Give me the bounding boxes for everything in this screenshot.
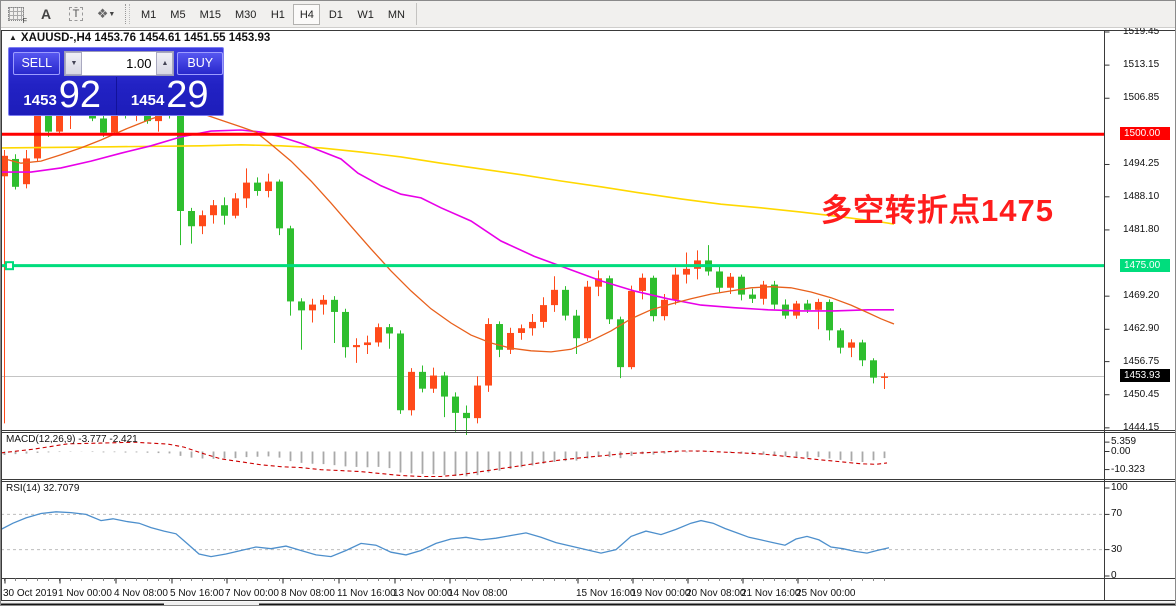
macd-indicator-label: MACD(12,26,9) -3.777 -2.421 [6, 434, 138, 445]
timeframe-h4[interactable]: H4 [293, 3, 321, 25]
volume-input[interactable] [82, 52, 157, 75]
collapse-icon[interactable]: ▲ [9, 33, 17, 42]
timeframe-m1[interactable]: M1 [141, 8, 157, 21]
price-axis-label: 1469.20 [1123, 290, 1160, 302]
price-axis-badge-1500.00: 1500.00 [1120, 127, 1170, 141]
hline-handle[interactable] [5, 261, 14, 271]
time-axis-label: 11 Nov 16:00 [337, 588, 396, 599]
toolbar-separator [415, 3, 417, 25]
volume-stepper: ▼ ▲ [64, 51, 175, 76]
time-axis-label: 4 Nov 08:00 [114, 588, 168, 599]
time-axis-label: 21 Nov 16:00 [741, 588, 801, 599]
price-axis-label: 1488.10 [1123, 190, 1160, 202]
draw-shapes-icon[interactable]: ❖ ▼ [96, 6, 116, 21]
timeframe-w1[interactable]: W1 [357, 8, 374, 21]
toolbar: F A T ❖ ▼ M1 M5 M15 M30 H1 H4 D1 W1 MN [1, 1, 1175, 28]
scrollbar-segment[interactable] [1, 603, 164, 606]
price-axis-label: 1506.85 [1123, 92, 1160, 104]
timeframe-h1[interactable]: H1 [270, 8, 285, 21]
price-axis-badge-1453.93: 1453.93 [1120, 369, 1170, 383]
time-axis-label: 14 Nov 08:00 [448, 588, 508, 599]
volume-down-button[interactable]: ▼ [65, 52, 83, 75]
time-axis-label: 7 Nov 00:00 [225, 588, 279, 599]
time-axis-label: 19 Nov 00:00 [631, 588, 691, 599]
time-axis-label: 8 Nov 08:00 [281, 588, 335, 599]
volume-up-button[interactable]: ▲ [156, 52, 174, 75]
timeframe-buttons: M1 M5 M15 M30 H1 H4 D1 W1 MN [134, 1, 412, 28]
time-axis-label: 15 Nov 16:00 [576, 588, 636, 599]
candles [1, 89, 888, 435]
scrollbar-segment[interactable] [259, 603, 1176, 606]
price-axis-badge-1475.00: 1475.00 [1120, 258, 1170, 272]
chart-symbol-header[interactable]: ▲ XAUUSD-,H4 1453.76 1454.61 1451.55 1453… [9, 32, 270, 44]
price-axis-label: 1462.90 [1123, 323, 1160, 335]
buy-price-big: 29 [166, 74, 209, 116]
buy-price-small: 1454 [130, 92, 165, 109]
symbol-ohlc-text: XAUUSD-,H4 1453.76 1454.61 1451.55 1453.… [20, 32, 271, 44]
time-axis-label: 5 Nov 16:00 [170, 588, 224, 599]
timeframe-m15[interactable]: M15 [199, 8, 221, 21]
toolbar-separator [125, 4, 130, 24]
time-axis-label: 30 Oct 2019 [3, 588, 58, 599]
one-click-trade-panel: SELL ▼ ▲ BUY 1453 92 1454 29 [8, 47, 224, 116]
timeframe-m30[interactable]: M30 [234, 8, 257, 21]
price-axis-label: 1513.15 [1123, 59, 1160, 71]
price-axis-label: 1494.25 [1123, 158, 1160, 170]
sell-price-big: 92 [58, 74, 102, 116]
price-axis-label: 1444.15 [1123, 421, 1160, 433]
timeframe-mn[interactable]: MN [387, 8, 405, 21]
price-axis-label: 1450.45 [1123, 388, 1160, 400]
buy-button[interactable]: BUY [177, 52, 223, 75]
sell-price[interactable]: 1453 92 [9, 74, 117, 116]
buy-price[interactable]: 1454 29 [117, 74, 224, 116]
bottom-strip [1, 601, 1175, 605]
time-axis-label: 25 Nov 00:00 [796, 588, 856, 599]
timeframe-m5[interactable]: M5 [170, 8, 186, 21]
fibo-grid-icon[interactable]: F [4, 4, 28, 25]
price-axis-label: 1519.45 [1123, 26, 1160, 37]
macd-histogram [3, 451, 886, 477]
macd-axis-label: 0.00 [1111, 445, 1131, 457]
time-axis-label: 13 Nov 00:00 [393, 588, 453, 599]
chart-text-annotation[interactable]: 多空转折点1475 [821, 193, 1054, 228]
time-axis-label: 20 Nov 08:00 [686, 588, 746, 599]
time-axis-label: 1 Nov 00:00 [58, 588, 112, 599]
macd-axis-label: -10.323 [1111, 463, 1145, 475]
price-axis-label: 1456.75 [1123, 355, 1160, 367]
rsi-axis-label: 30 [1111, 543, 1123, 555]
label-a-icon[interactable]: A [40, 6, 52, 22]
chevron-down-icon: ▼ [108, 10, 116, 18]
rsi-axis-label: 100 [1111, 482, 1128, 493]
rsi-axis-label: 0 [1111, 570, 1117, 581]
macd-axis-label: 5.359 [1111, 436, 1137, 448]
timeframe-d1[interactable]: D1 [328, 8, 343, 21]
sell-price-small: 1453 [23, 92, 57, 109]
text-tool-icon[interactable]: T [64, 4, 88, 24]
rsi-indicator-label: RSI(14) 32.7079 [6, 483, 80, 494]
rsi-axis-label: 70 [1111, 508, 1123, 520]
price-axis-label: 1481.80 [1123, 223, 1160, 235]
sell-button[interactable]: SELL [13, 52, 61, 75]
